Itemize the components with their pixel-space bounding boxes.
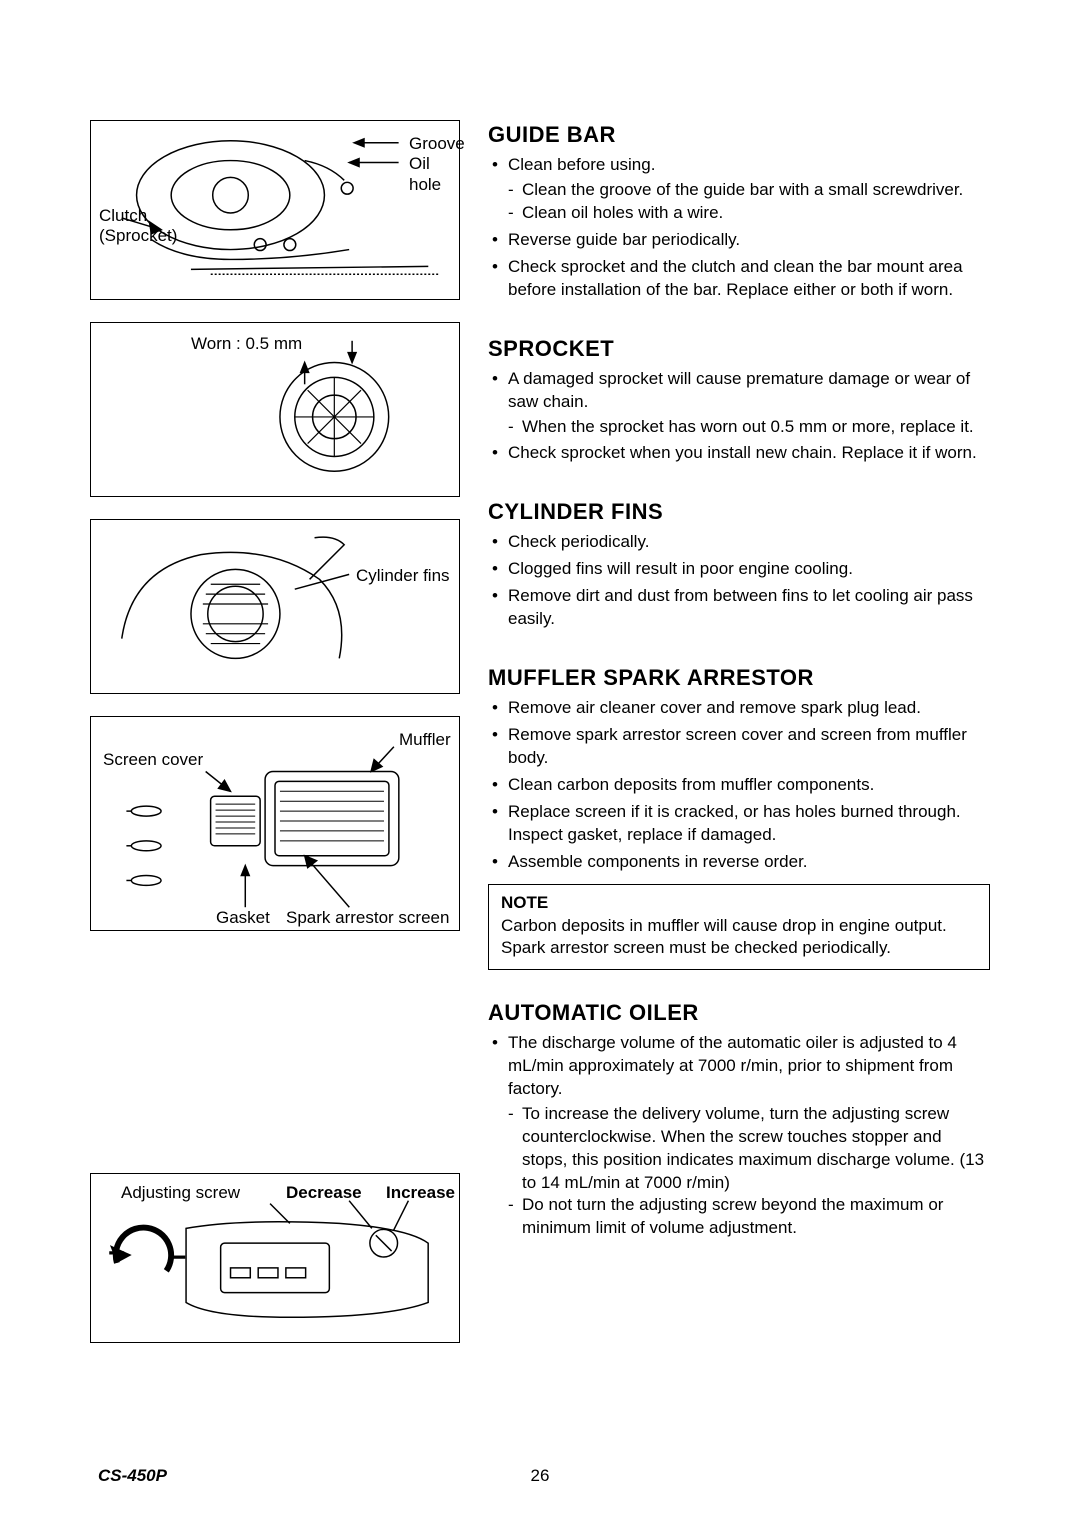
sub-bullet: When the sprocket has worn out 0.5 mm or… — [508, 416, 990, 439]
label-oil-hole: Oil hole — [409, 153, 459, 196]
label-muffler: Muffler — [399, 729, 451, 750]
right-column: GUIDE BAR Clean before using. Clean the … — [488, 120, 990, 1343]
heading-oiler: AUTOMATIC OILER — [488, 1000, 990, 1026]
bullet: A damaged sprocket will cause premature … — [488, 368, 990, 439]
sub-bullet: Clean the groove of the guide bar with a… — [508, 179, 990, 202]
note-text: Carbon deposits in muffler will cause dr… — [501, 915, 977, 959]
page-content: Groove Oil hole Clutch (Sprocket) — [90, 120, 990, 1343]
heading-sprocket: SPROCKET — [488, 336, 990, 362]
figure-cylinder-fins: Cylinder fins — [90, 519, 460, 694]
section-oiler: AUTOMATIC OILER The discharge volume of … — [488, 1000, 990, 1244]
bullet: Clogged fins will result in poor engine … — [488, 558, 990, 581]
bullet: Clean carbon deposits from muffler compo… — [488, 774, 990, 797]
sub-bullet: Do not turn the adjusting screw beyond t… — [508, 1194, 990, 1240]
label-screen-cover: Screen cover — [103, 749, 203, 770]
note-box: NOTE Carbon deposits in muffler will cau… — [488, 884, 990, 970]
bullet: Remove dirt and dust from between fins t… — [488, 585, 990, 631]
heading-guide-bar: GUIDE BAR — [488, 122, 990, 148]
svg-text:−: − — [169, 1241, 186, 1274]
bullet: Remove air cleaner cover and remove spar… — [488, 697, 990, 720]
bullet: The discharge volume of the automatic oi… — [488, 1032, 990, 1240]
section-muffler: MUFFLER SPARK ARRESTOR Remove air cleane… — [488, 665, 990, 970]
bullet: Remove spark arrestor screen cover and s… — [488, 724, 990, 770]
label-adjusting-screw: Adjusting screw — [121, 1182, 240, 1203]
figure-oiler: + − Adjusting screw Decrease Increase — [90, 1173, 460, 1343]
figure-sprocket: Worn : 0.5 mm — [90, 322, 460, 497]
label-clutch: Clutch — [99, 205, 147, 226]
section-sprocket: SPROCKET A damaged sprocket will cause p… — [488, 336, 990, 470]
figure-guide-bar: Groove Oil hole Clutch (Sprocket) — [90, 120, 460, 300]
label-worn: Worn : 0.5 mm — [191, 333, 302, 354]
bullet: Check sprocket when you install new chai… — [488, 442, 990, 465]
page-footer: CS-450P 26 — [0, 1466, 1080, 1486]
bullet: Check periodically. — [488, 531, 990, 554]
section-guide-bar: GUIDE BAR Clean before using. Clean the … — [488, 122, 990, 306]
label-gasket: Gasket — [216, 907, 270, 928]
bullet: Check sprocket and the clutch and clean … — [488, 256, 990, 302]
bullet: Reverse guide bar periodically. — [488, 229, 990, 252]
label-increase: Increase — [386, 1182, 455, 1203]
bullet: Assemble components in reverse order. — [488, 851, 990, 874]
label-cylinder-fins: Cylinder fins — [356, 565, 450, 586]
left-column: Groove Oil hole Clutch (Sprocket) — [90, 120, 460, 1343]
sub-bullet: To increase the delivery volume, turn th… — [508, 1103, 990, 1195]
note-title: NOTE — [501, 893, 977, 913]
figure-muffler: Screen cover Muffler Gasket Spark arrest… — [90, 716, 460, 931]
footer-model: CS-450P — [98, 1466, 167, 1486]
sub-bullet: Clean oil holes with a wire. — [508, 202, 990, 225]
label-decrease: Decrease — [286, 1182, 362, 1203]
heading-cylinder-fins: CYLINDER FINS — [488, 499, 990, 525]
bullet: Replace screen if it is cracked, or has … — [488, 801, 990, 847]
label-spark-arrestor: Spark arrestor screen — [286, 907, 449, 928]
label-sprocket: (Sprocket) — [99, 225, 177, 246]
svg-text:+: + — [108, 1237, 125, 1270]
section-cylinder-fins: CYLINDER FINS Check periodically. Clogge… — [488, 499, 990, 635]
bullet: Clean before using. Clean the groove of … — [488, 154, 990, 225]
label-groove: Groove — [409, 133, 465, 154]
heading-muffler: MUFFLER SPARK ARRESTOR — [488, 665, 990, 691]
